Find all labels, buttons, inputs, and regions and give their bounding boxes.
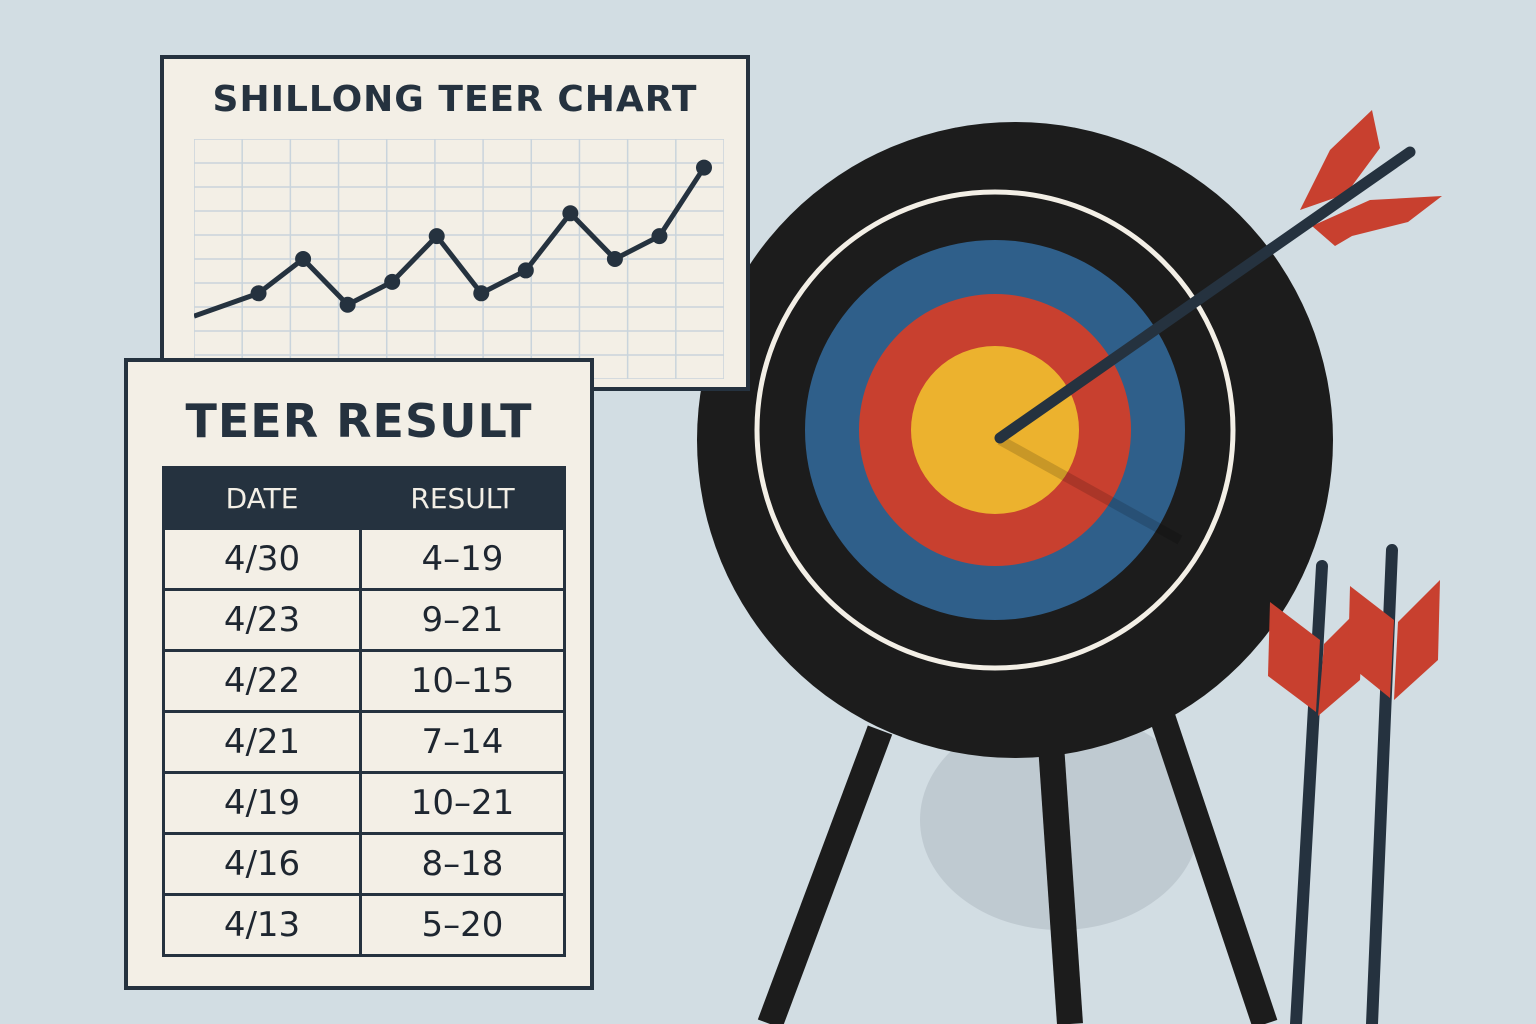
table-row: 4/23 9–21: [162, 588, 566, 652]
result-title: TEER RESULT: [185, 394, 533, 448]
spare-arrow-icon: [1348, 544, 1440, 1024]
date-cell: 4/13: [162, 893, 362, 957]
stand-leg-center: [1037, 729, 1083, 1024]
results-table: DATE RESULT 4/30 4–19 4/23 9–21 4/22 10–…: [162, 466, 566, 957]
table-row: 4/22 10–15: [162, 649, 566, 713]
table-row: 4/21 7–14: [162, 710, 566, 774]
line-chart: [194, 139, 724, 379]
data-point: [250, 285, 267, 302]
date-cell: 4/23: [162, 588, 362, 652]
data-point: [295, 251, 312, 267]
chart-title: SHILLONG TEER CHART: [212, 79, 698, 120]
data-point: [651, 228, 668, 245]
data-point: [384, 273, 401, 290]
date-cell: 4/22: [162, 649, 362, 713]
result-cell: 5–20: [359, 893, 566, 957]
data-point: [606, 251, 623, 267]
result-cell: 9–21: [359, 588, 566, 652]
stand-leg-left: [757, 725, 893, 1024]
table-row: 4/13 5–20: [162, 893, 566, 957]
result-column-header: RESULT: [359, 466, 566, 530]
date-column-header: DATE: [162, 466, 362, 530]
result-cell: 4–19: [359, 527, 566, 591]
teer-result-card: TEER RESULT DATE RESULT 4/30 4–19 4/23 9…: [124, 358, 594, 990]
result-cell: 8–18: [359, 832, 566, 896]
data-point: [339, 296, 356, 313]
date-cell: 4/16: [162, 832, 362, 896]
target-white-line: [754, 189, 1236, 671]
result-cell: 10–21: [359, 771, 566, 835]
date-cell: 4/19: [162, 771, 362, 835]
data-point: [428, 228, 445, 245]
target-bullseye: [911, 346, 1079, 514]
table-row: 4/19 10–21: [162, 771, 566, 835]
table-row: 4/16 8–18: [162, 832, 566, 896]
data-point: [696, 159, 712, 176]
teer-chart-card: SHILLONG TEER CHART: [160, 55, 750, 391]
stand-leg-right: [1147, 705, 1278, 1024]
table-row: 4/30 4–19: [162, 527, 566, 591]
arrow-icon: [994, 110, 1442, 444]
table-header-row: DATE RESULT: [162, 466, 566, 530]
series-line: [194, 166, 707, 319]
data-point: [517, 262, 534, 279]
date-cell: 4/30: [162, 527, 362, 591]
result-cell: 7–14: [359, 710, 566, 774]
result-cell: 10–15: [359, 649, 566, 713]
arrow-shadow: [997, 435, 1183, 545]
date-cell: 4/21: [162, 710, 362, 774]
data-point: [562, 205, 579, 222]
data-point: [473, 285, 490, 302]
